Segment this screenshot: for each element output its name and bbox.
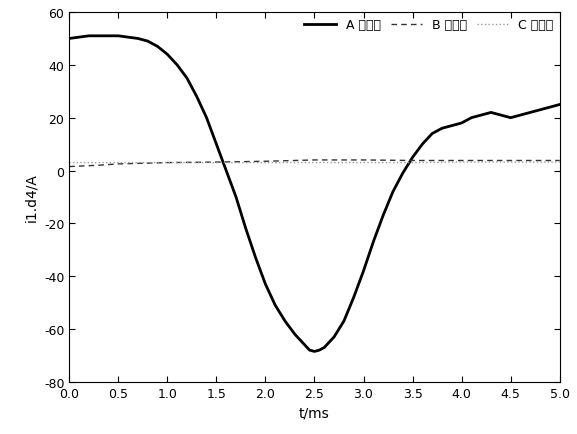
A 相电流 [360,269,367,274]
Y-axis label: i1.d4/A: i1.d4/A [24,173,38,222]
C 相电流 [507,160,514,165]
B 相电流 [115,162,122,167]
X-axis label: t/ms: t/ms [299,405,330,419]
A 相电流 [311,349,318,354]
A 相电流 [399,171,406,176]
A 相电流 [66,37,73,42]
A 相电流 [213,142,220,148]
A 相电流 [389,190,396,195]
B 相电流 [311,158,318,163]
A 相电流 [458,121,465,126]
C 相电流 [164,161,171,166]
A 相电流 [556,102,563,108]
C 相电流 [213,161,220,166]
B 相电流 [66,164,73,170]
C 相电流 [262,161,269,166]
Line: A 相电流: A 相电流 [69,37,560,352]
B 相电流 [556,158,563,164]
B 相电流 [458,158,465,164]
C 相电流 [556,160,563,165]
Legend: A 相电流, B 相电流, C 相电流: A 相电流, B 相电流, C 相电流 [301,16,557,36]
B 相电流 [164,161,171,166]
B 相电流 [360,158,367,163]
A 相电流 [85,34,92,39]
C 相电流 [360,161,367,166]
Line: B 相电流: B 相电流 [69,161,560,167]
C 相电流 [458,160,465,165]
C 相电流 [311,161,318,166]
B 相电流 [262,159,269,164]
C 相电流 [66,161,73,166]
B 相电流 [409,158,416,164]
C 相电流 [115,161,122,166]
C 相电流 [409,161,416,166]
A 相电流 [370,240,377,245]
B 相电流 [507,158,514,164]
B 相电流 [213,160,220,165]
B 相电流 [95,163,102,168]
